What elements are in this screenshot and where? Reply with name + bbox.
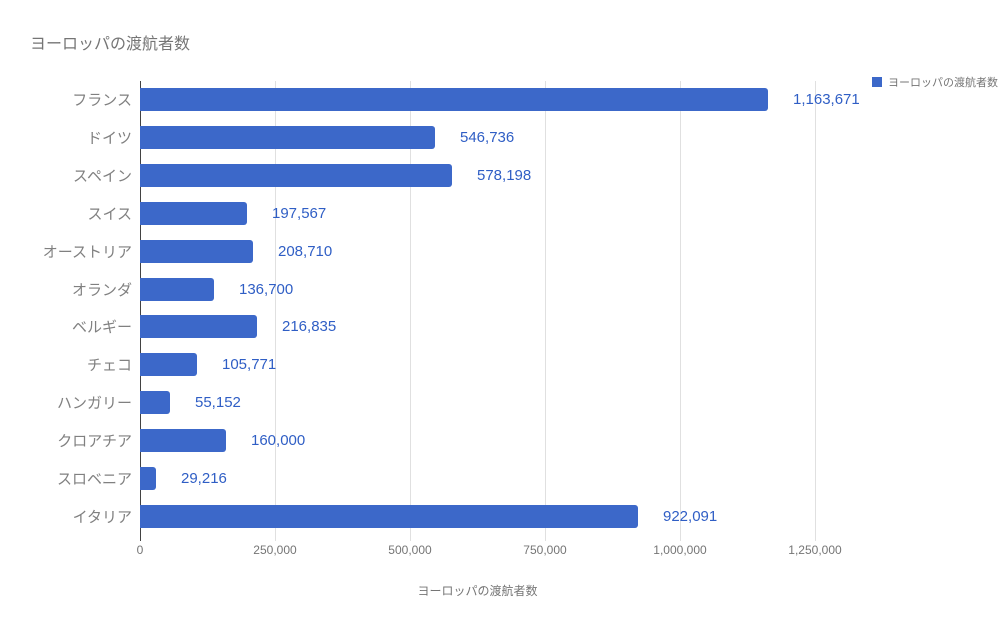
plot-area: 1,163,671 546,736 578,198 197,567 208,710 136… (140, 81, 860, 541)
value-label: 1,163,671 (793, 91, 860, 109)
bar-イタリア[interactable] (140, 505, 638, 528)
legend-label: ヨーロッパの渡航者数 (888, 77, 998, 89)
x-axis-title: ヨーロッパの渡航者数 (417, 584, 538, 598)
bar-ベルギー[interactable] (140, 315, 257, 338)
bar-チェコ[interactable] (140, 353, 197, 376)
x-tick-label: 750,000 (523, 543, 567, 557)
legend-item[interactable]: ヨーロッパの渡航者数 (872, 74, 998, 90)
legend-swatch-icon (872, 77, 882, 87)
bar-フランス[interactable] (140, 88, 768, 111)
gridline (680, 81, 681, 541)
x-tick-label: 1,000,000 (653, 543, 707, 557)
category-label: イタリア (72, 508, 132, 526)
value-label: 136,700 (239, 280, 294, 298)
gridline (275, 81, 276, 541)
bar-ハンガリー[interactable] (140, 391, 170, 414)
value-label: 578,198 (477, 167, 532, 185)
category-label: ハンガリー (56, 395, 132, 413)
y-axis-category-labels: フランスドイツスペインスイスオーストリアオランダベルギーチェコハンガリークロアチ… (0, 81, 132, 535)
bar-スイス[interactable] (140, 202, 247, 225)
x-tick-label: 250,000 (253, 543, 297, 557)
category-label: オランダ (71, 281, 132, 299)
x-tick-label: 500,000 (388, 543, 432, 557)
x-tick-label: 0 (136, 543, 144, 557)
gridline (410, 81, 411, 541)
y-axis-baseline (140, 81, 141, 541)
gridline (815, 81, 816, 541)
category-label: ドイツ (86, 130, 132, 148)
x-tick-label: 1,250,000 (788, 543, 842, 557)
bar-ドイツ[interactable] (140, 126, 435, 149)
bar-クロアチア[interactable] (140, 429, 226, 452)
bar-オランダ[interactable] (140, 278, 214, 301)
category-label: スイス (87, 205, 132, 223)
bar-オーストリア[interactable] (140, 240, 253, 263)
category-label: オーストリア (42, 243, 132, 261)
category-label: フランス (72, 92, 132, 110)
value-label: 546,736 (460, 129, 515, 147)
category-label: ベルギー (71, 319, 132, 337)
value-label: 208,710 (278, 242, 333, 260)
value-label: 197,567 (272, 204, 327, 222)
gridline (545, 81, 546, 541)
bar-スペイン[interactable] (140, 164, 452, 187)
value-label: 922,091 (663, 507, 718, 525)
chart-title: ヨーロッパの渡航者数 (30, 36, 191, 53)
category-label: スロベニア (56, 470, 132, 488)
value-label: 55,152 (195, 394, 241, 412)
value-label: 105,771 (222, 356, 277, 374)
value-label: 216,835 (282, 318, 337, 336)
category-label: スペイン (73, 168, 132, 186)
bar-スロベニア[interactable] (140, 467, 156, 490)
category-label: クロアチア (57, 432, 132, 450)
value-label: 160,000 (251, 431, 306, 449)
value-label: 29,216 (181, 469, 227, 487)
category-label: チェコ (86, 357, 132, 375)
